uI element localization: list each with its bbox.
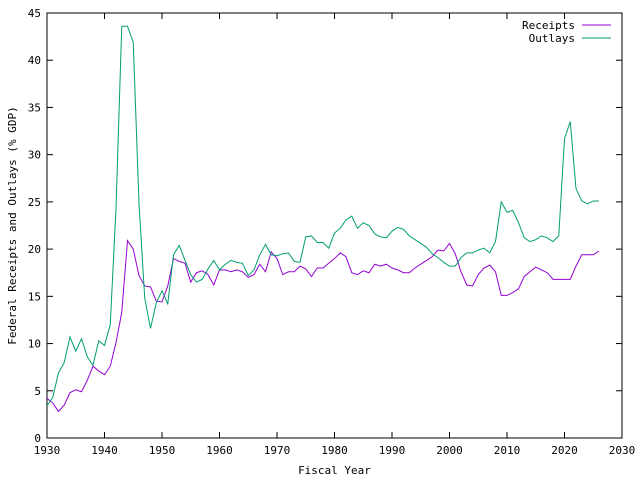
x-tick-label: 2000 <box>436 444 463 457</box>
y-tick-label: 5 <box>34 385 41 398</box>
y-tick-label: 0 <box>34 432 41 445</box>
y-tick-label: 15 <box>28 290 41 303</box>
x-tick-label: 1930 <box>34 444 61 457</box>
legend: Receipts Outlays <box>522 19 611 45</box>
y-tick-label: 35 <box>28 101 41 114</box>
x-tick-label: 2030 <box>609 444 636 457</box>
x-axis-label: Fiscal Year <box>298 464 371 477</box>
legend-item-receipts: Receipts <box>522 19 611 32</box>
series-lines <box>46 25 600 413</box>
x-tick-label: 1970 <box>264 444 291 457</box>
series-line-outlays <box>46 25 599 407</box>
y-axis: 0 5 10 15 20 25 30 35 40 45 <box>28 7 622 445</box>
y-axis-label: Federal Receipts and Outlays (% GDP) <box>6 106 19 344</box>
y-tick-label: 45 <box>28 7 41 20</box>
y-tick-label: 25 <box>28 196 41 209</box>
y-tick-label: 10 <box>28 338 41 351</box>
x-tick-label: 2020 <box>551 444 578 457</box>
y-tick-label: 40 <box>28 54 41 67</box>
series-line-receipts <box>46 239 600 413</box>
y-tick-label: 30 <box>28 149 41 162</box>
x-tick-label: 1990 <box>379 444 406 457</box>
legend-label-receipts: Receipts <box>522 19 575 32</box>
x-axis: 1930 1940 1950 1960 1970 1980 1990 2000 2010 2020… <box>34 13 636 457</box>
legend-label-outlays: Outlays <box>529 32 575 45</box>
plot-border <box>46 12 623 439</box>
y-tick-label: 20 <box>28 243 41 256</box>
x-tick-label: 2010 <box>494 444 521 457</box>
x-tick-label: 1940 <box>91 444 118 457</box>
x-tick-label: 1960 <box>206 444 233 457</box>
x-tick-label: 1950 <box>149 444 176 457</box>
x-tick-label: 1980 <box>321 444 348 457</box>
legend-item-outlays: Outlays <box>529 32 611 45</box>
